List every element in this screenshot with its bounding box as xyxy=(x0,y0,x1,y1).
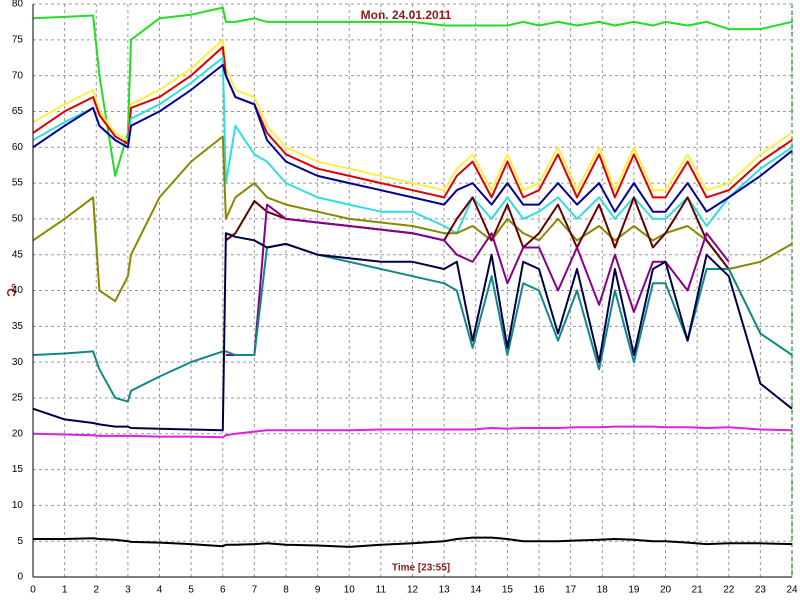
y-tick-label: 20 xyxy=(12,428,24,439)
x-tick-label: 16 xyxy=(533,585,545,596)
x-tick-label: 12 xyxy=(407,585,419,596)
series-line xyxy=(32,63,793,213)
x-tick-label: 13 xyxy=(439,585,451,596)
y-tick-label: 0 xyxy=(17,572,23,583)
y-tick-label: 45 xyxy=(12,249,24,260)
series-line xyxy=(32,56,793,235)
series-line xyxy=(32,46,793,199)
y-axis-label: °C xyxy=(4,283,18,297)
series-line xyxy=(32,232,793,432)
x-tick-label: 2 xyxy=(93,585,99,596)
series-line xyxy=(32,425,793,439)
x-tick-label: 18 xyxy=(597,585,609,596)
series-line xyxy=(32,242,793,403)
x-tick-label: 3 xyxy=(125,585,131,596)
y-tick-label: 25 xyxy=(12,393,24,404)
x-tick-label: 8 xyxy=(283,585,289,596)
y-tick-label: 50 xyxy=(12,214,24,225)
x-tick-label: 10 xyxy=(344,585,356,596)
y-tick-label: 55 xyxy=(12,178,24,189)
y-tick-label: 5 xyxy=(17,536,23,547)
y-tick-label: 70 xyxy=(12,70,24,81)
chart-title: Mon. 24.01.2011 xyxy=(361,8,452,22)
x-tick-label: 4 xyxy=(157,585,163,596)
y-tick-label: 35 xyxy=(12,321,24,332)
y-tick-label: 15 xyxy=(12,464,24,475)
x-tick-label: 11 xyxy=(376,585,387,596)
x-tick-label: 23 xyxy=(755,585,767,596)
x-tick-label: 19 xyxy=(628,585,640,596)
x-tick-label: 9 xyxy=(315,585,321,596)
y-tick-label: 65 xyxy=(12,106,24,117)
x-tick-label: 20 xyxy=(660,585,672,596)
y-tick-label: 60 xyxy=(12,142,24,153)
x-tick-label: 1 xyxy=(62,585,68,596)
x-tick-label: 7 xyxy=(252,585,258,596)
y-tick-label: 40 xyxy=(12,285,24,296)
x-tick-label: 15 xyxy=(502,585,514,596)
x-axis-label: Time [23:55] xyxy=(392,563,450,574)
y-tick-label: 30 xyxy=(12,357,24,368)
x-tick-label: 6 xyxy=(220,585,226,596)
x-tick-label: 22 xyxy=(723,585,735,596)
x-tick-label: 17 xyxy=(565,585,577,596)
y-tick-label: 10 xyxy=(12,500,24,511)
series-line xyxy=(225,203,730,356)
y-tick-label: 80 xyxy=(12,0,24,10)
x-tick-label: 24 xyxy=(786,585,798,596)
series-line xyxy=(33,536,793,548)
series-line xyxy=(32,38,793,192)
series-line xyxy=(32,6,793,177)
x-tick-label: 14 xyxy=(470,585,482,596)
y-tick-label: 75 xyxy=(12,34,24,45)
x-tick-label: 21 xyxy=(692,585,704,596)
x-tick-label: 5 xyxy=(188,585,194,596)
x-tick-label: 0 xyxy=(30,585,36,596)
